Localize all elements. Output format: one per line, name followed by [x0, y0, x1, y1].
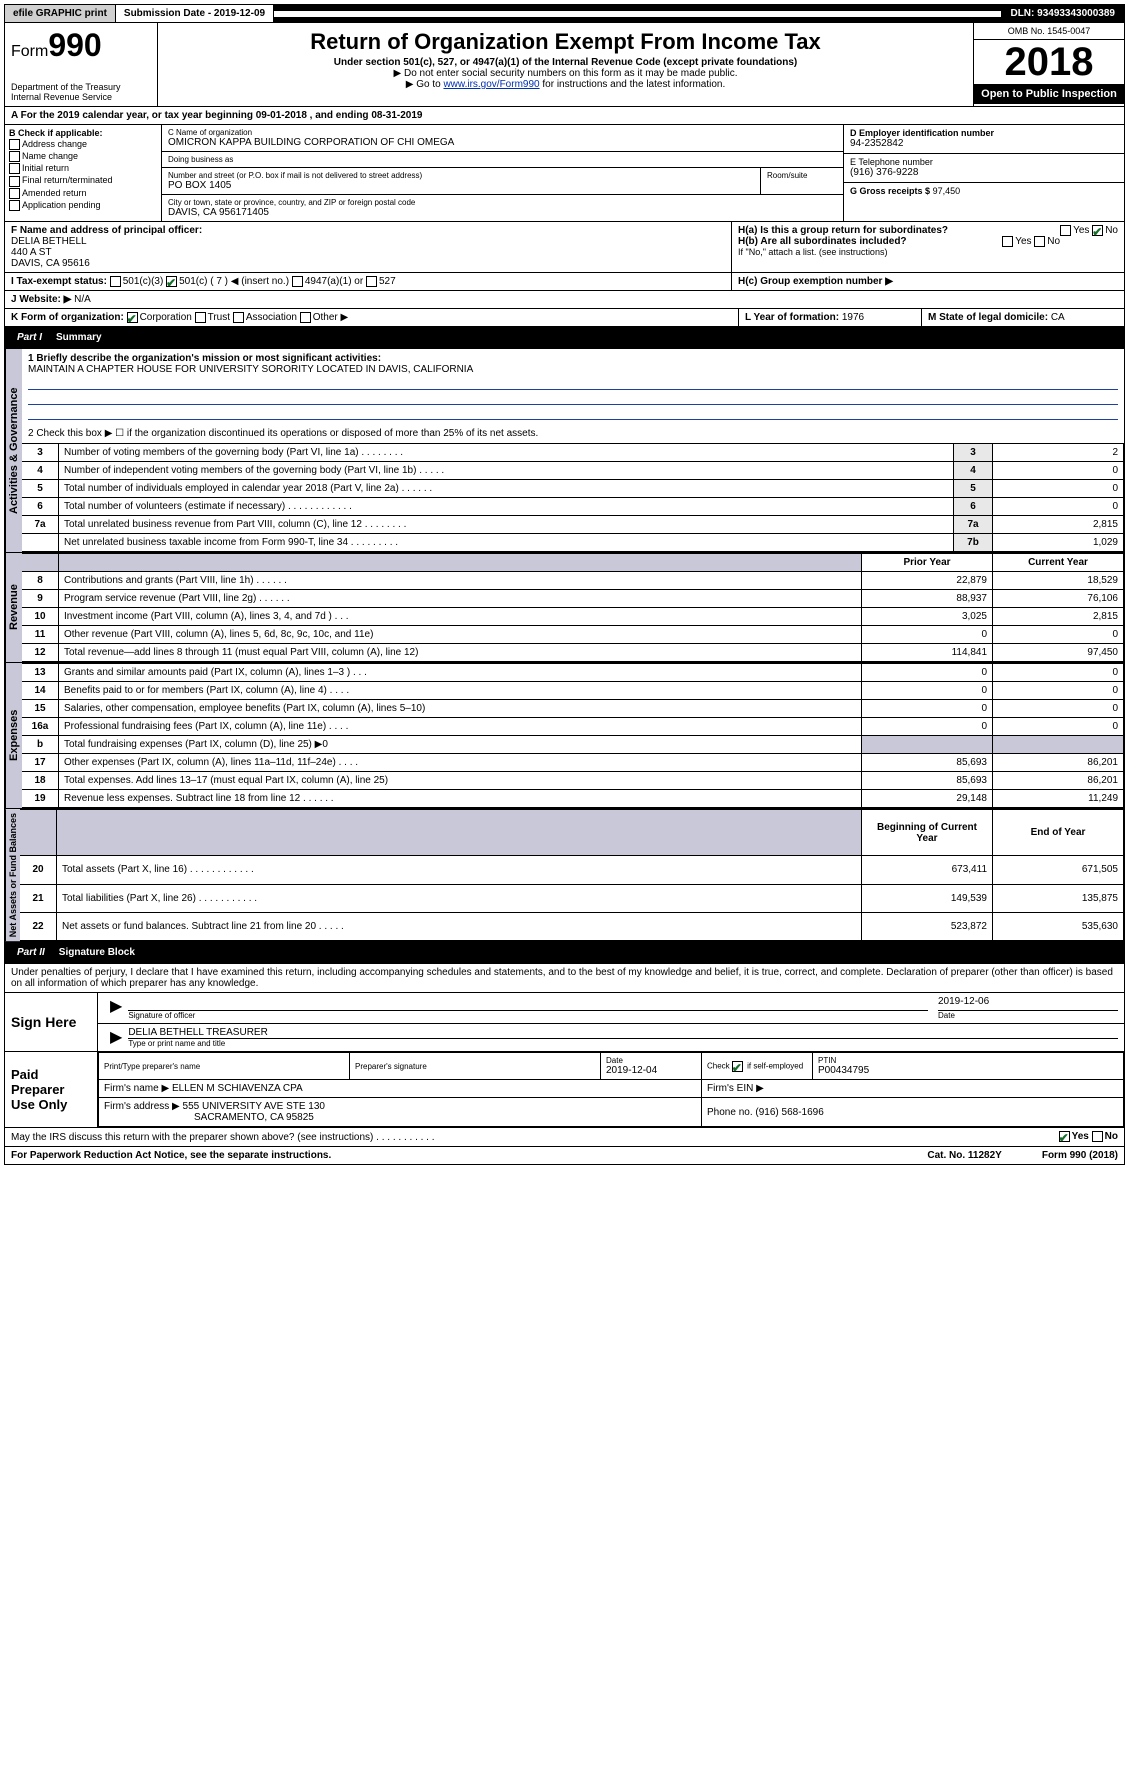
tax-period: A For the 2019 calendar year, or tax yea… [4, 107, 1125, 125]
officer-typed-name: DELIA BETHELL TREASURER [128, 1027, 1118, 1039]
arrow-icon: ▶ [104, 996, 128, 1020]
table-row: 12Total revenue—add lines 8 through 11 (… [22, 644, 1124, 662]
year-formation: 1976 [842, 312, 864, 323]
arrow-icon: ▶ [104, 1027, 128, 1048]
line2: 2 Check this box ▶ ☐ if the organization… [22, 424, 1124, 443]
dln: DLN: 93493343000389 [1002, 5, 1124, 22]
ein: 94-2352842 [850, 138, 1118, 149]
firm-addr: 555 UNIVERSITY AVE STE 130 [183, 1101, 325, 1112]
expenses-table: 13Grants and similar amounts paid (Part … [22, 663, 1124, 808]
efile-label: efile GRAPHIC print [5, 5, 116, 22]
section-expenses: Expenses [5, 663, 22, 808]
h-a: H(a) Is this a group return for subordin… [738, 225, 1118, 236]
table-row: 15Salaries, other compensation, employee… [22, 700, 1124, 718]
tax-status-row: I Tax-exempt status: 501(c)(3) 501(c) ( … [4, 273, 1125, 291]
gross-receipts: 97,450 [933, 186, 961, 196]
table-row: 4Number of independent voting members of… [22, 462, 1124, 480]
top-bar: efile GRAPHIC print Submission Date - 20… [4, 4, 1125, 23]
section-governance: Activities & Governance [5, 349, 22, 552]
discuss-row: May the IRS discuss this return with the… [4, 1128, 1125, 1146]
klm-row: K Form of organization: Corporation Trus… [4, 309, 1125, 327]
form-number: Form990 [11, 27, 151, 64]
table-row: 18Total expenses. Add lines 13–17 (must … [22, 772, 1124, 790]
table-row: 20Total assets (Part X, line 16) . . . .… [20, 856, 1124, 884]
revenue-table: Prior YearCurrent Year8Contributions and… [22, 553, 1124, 662]
officer-addr2: DAVIS, CA 95616 [11, 258, 725, 269]
h-c: H(c) Group exemption number ▶ [738, 276, 893, 287]
open-public-badge: Open to Public Inspection [974, 84, 1124, 104]
phone: (916) 376-9228 [850, 167, 1118, 178]
table-row: 5Total number of individuals employed in… [22, 480, 1124, 498]
table-row: bTotal fundraising expenses (Part IX, co… [22, 736, 1124, 754]
h-b: H(b) Are all subordinates included? Yes … [738, 236, 1118, 247]
checkbox-initial-return[interactable]: Initial return [9, 163, 157, 174]
table-row: 13Grants and similar amounts paid (Part … [22, 664, 1124, 682]
table-row: 10Investment income (Part VIII, column (… [22, 608, 1124, 626]
checkbox-application-pending[interactable]: Application pending [9, 200, 157, 211]
table-header: Prior YearCurrent Year [22, 554, 1124, 572]
website-row: J Website: ▶ N/A [4, 291, 1125, 309]
box-b: B Check if applicable: Address changeNam… [5, 125, 162, 221]
part1-header: Part ISummary [4, 327, 1125, 349]
officer-addr1: 440 A ST [11, 247, 725, 258]
table-header: Beginning of Current YearEnd of Year [20, 810, 1124, 856]
firm-ein: Firm's EIN ▶ [702, 1080, 1124, 1098]
checkbox-name-change[interactable]: Name change [9, 151, 157, 162]
header-sub3: ▶ Go to www.irs.gov/Form990 for instruct… [164, 79, 967, 90]
netassets-table: Beginning of Current YearEnd of Year20To… [20, 809, 1124, 941]
omb-number: OMB No. 1545-0047 [974, 23, 1124, 40]
table-row: 7aTotal unrelated business revenue from … [22, 516, 1124, 534]
org-name: OMICRON KAPPA BUILDING CORPORATION OF CH… [168, 137, 837, 148]
section-revenue: Revenue [5, 553, 22, 662]
officer-group-block: F Name and address of principal officer:… [4, 222, 1125, 273]
header-sub1: Under section 501(c), 527, or 4947(a)(1)… [164, 57, 967, 68]
table-row: 17Other expenses (Part IX, column (A), l… [22, 754, 1124, 772]
firm-name: ELLEN M SCHIAVENZA CPA [172, 1083, 303, 1094]
section-netassets: Net Assets or Fund Balances [5, 809, 20, 941]
state-domicile: CA [1051, 312, 1065, 323]
table-row: 14Benefits paid to or for members (Part … [22, 682, 1124, 700]
irs-label: Internal Revenue Service [11, 92, 151, 102]
table-row: 22Net assets or fund balances. Subtract … [20, 913, 1124, 941]
street-address: PO BOX 1405 [168, 180, 754, 191]
irs-link[interactable]: www.irs.gov/Form990 [443, 79, 539, 90]
officer-name: DELIA BETHELL [11, 236, 725, 247]
self-employed-check[interactable]: Check if self-employed [707, 1061, 807, 1072]
governance-table: 3Number of voting members of the governi… [22, 443, 1124, 552]
website: N/A [74, 294, 91, 305]
table-row: 21Total liabilities (Part X, line 26) . … [20, 884, 1124, 912]
dept-treasury: Department of the Treasury [11, 82, 151, 92]
firm-phone: (916) 568-1696 [755, 1107, 823, 1118]
table-row: 11Other revenue (Part VIII, column (A), … [22, 626, 1124, 644]
table-row: 19Revenue less expenses. Subtract line 1… [22, 790, 1124, 808]
table-row: 6Total number of volunteers (estimate if… [22, 498, 1124, 516]
checkbox-amended-return[interactable]: Amended return [9, 188, 157, 199]
sign-block: Sign Here ▶ Signature of officer 2019-12… [4, 993, 1125, 1052]
table-row: 9Program service revenue (Part VIII, lin… [22, 590, 1124, 608]
table-row: 8Contributions and grants (Part VIII, li… [22, 572, 1124, 590]
preparer-block: Paid Preparer Use Only Print/Type prepar… [4, 1052, 1125, 1128]
mission-text: MAINTAIN A CHAPTER HOUSE FOR UNIVERSITY … [28, 364, 1118, 375]
box-d-e-g: D Employer identification number 94-2352… [844, 125, 1124, 221]
checkbox-final-return-terminated[interactable]: Final return/terminated [9, 175, 157, 186]
header-sub2: ▶ Do not enter social security numbers o… [164, 68, 967, 79]
room-suite: Room/suite [761, 168, 843, 194]
table-row: 16aProfessional fundraising fees (Part I… [22, 718, 1124, 736]
ptin: P00434795 [818, 1065, 1118, 1076]
prep-date: 2019-12-04 [606, 1065, 696, 1076]
paperwork-footer: For Paperwork Reduction Act Notice, see … [4, 1147, 1125, 1165]
box-c: C Name of organization OMICRON KAPPA BUI… [162, 125, 844, 221]
city-state-zip: DAVIS, CA 956171405 [168, 207, 837, 218]
table-row: Net unrelated business taxable income fr… [22, 534, 1124, 552]
tax-year: 2018 [974, 40, 1124, 84]
submission-date: Submission Date - 2019-12-09 [116, 5, 274, 22]
form-header: Form990 Department of the Treasury Inter… [4, 23, 1125, 107]
perjury-declaration: Under penalties of perjury, I declare th… [4, 964, 1125, 993]
checkbox-address-change[interactable]: Address change [9, 139, 157, 150]
table-row: 3Number of voting members of the governi… [22, 444, 1124, 462]
form-title: Return of Organization Exempt From Incom… [164, 29, 967, 55]
identity-block: B Check if applicable: Address changeNam… [4, 125, 1125, 222]
part2-header: Part IISignature Block [4, 942, 1125, 964]
sign-date: 2019-12-06 [938, 996, 1118, 1011]
